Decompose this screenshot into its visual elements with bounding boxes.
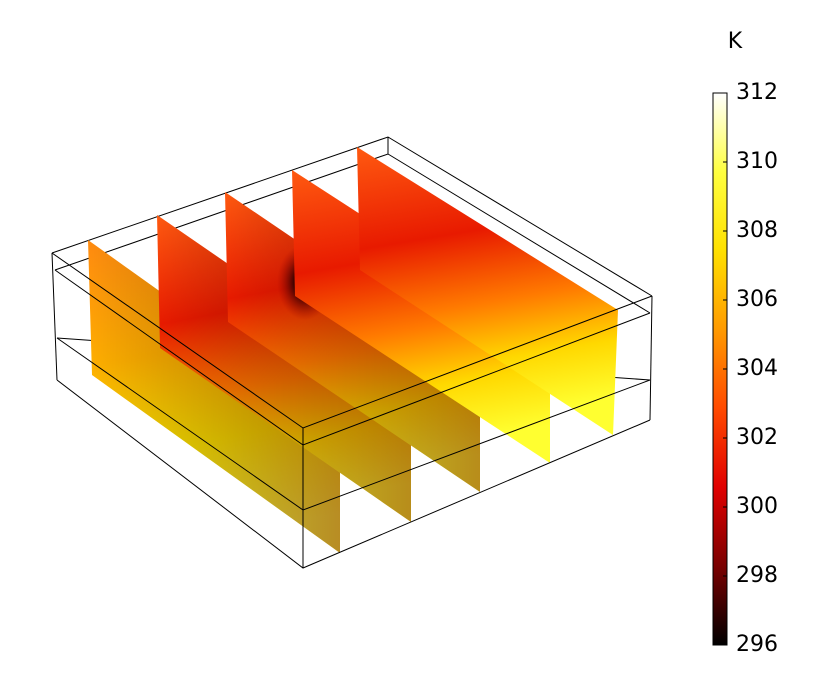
colorbar-tick-label: 300	[736, 494, 778, 519]
colorbar-tick-label: 312	[736, 80, 778, 105]
slices	[88, 147, 618, 553]
colorbar-tick-label: 296	[736, 632, 778, 657]
colorbar-tick-label: 304	[736, 356, 778, 381]
colorbar-tick-label: 308	[736, 218, 778, 243]
colorbar-tick-label: 310	[736, 149, 778, 174]
domain-box-front	[51, 252, 653, 569]
colorbar-tick-label: 302	[736, 425, 778, 450]
colorbar-tick-label: 306	[736, 287, 778, 312]
colorbar-tick-label: 298	[736, 563, 778, 588]
colorbar-label: K	[728, 29, 743, 54]
